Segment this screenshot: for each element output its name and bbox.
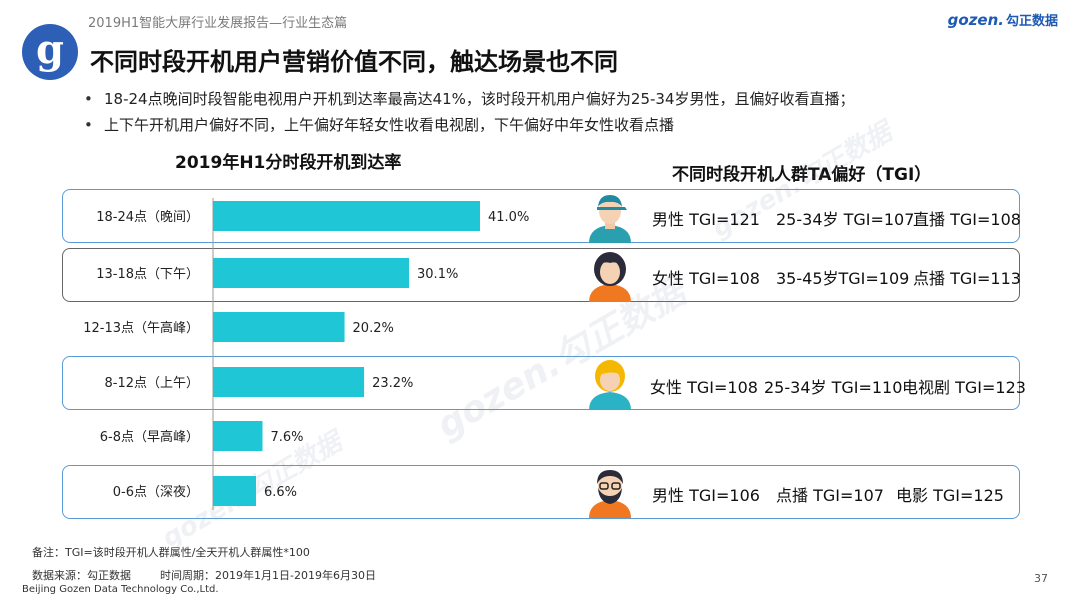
middle-aged-female-icon bbox=[589, 252, 631, 302]
bar bbox=[213, 421, 263, 451]
value-label: 6.6% bbox=[264, 485, 297, 500]
tga-title: 不同时段开机人群TA偏好（TGI） bbox=[672, 165, 932, 185]
bar bbox=[213, 476, 256, 506]
tgi-age: 25-34岁 TGI=107 bbox=[776, 210, 915, 229]
young-male-icon bbox=[589, 195, 631, 243]
row-frame-evening bbox=[62, 189, 1020, 243]
tgi-age: 35-45岁TGI=109 bbox=[776, 269, 910, 288]
page-number: 37 bbox=[1034, 572, 1048, 585]
bearded-male-icon bbox=[589, 470, 631, 518]
page-title: 不同时段开机用户营销价值不同，触达场景也不同 bbox=[90, 48, 618, 76]
category-label: 8-12点（上午） bbox=[104, 376, 199, 391]
tgi-content: 电影 TGI=125 bbox=[896, 486, 1004, 505]
bar bbox=[213, 258, 410, 288]
value-label: 20.2% bbox=[353, 321, 394, 336]
value-label: 30.1% bbox=[417, 267, 458, 282]
chart-title: 2019年H1分时段开机到达率 bbox=[175, 153, 402, 173]
category-label: 18-24点（晚间） bbox=[96, 210, 199, 225]
tgi-gender: 女性 TGI=108 bbox=[650, 378, 758, 397]
tgi-gender: 女性 TGI=108 bbox=[652, 269, 760, 288]
tgi-gender: 男性 TGI=106 bbox=[652, 486, 760, 505]
row-frame-afternoon bbox=[62, 248, 1020, 302]
bullet-item: 上下午开机用户偏好不同，上午偏好年轻女性收看电视剧，下午偏好中年女性收看点播 bbox=[80, 112, 855, 138]
header-bar: 2019H1智能大屏行业发展报告—行业生态篇 gozen. 勾正数据 bbox=[0, 0, 1080, 34]
brand-cn: 勾正数据 bbox=[1005, 14, 1058, 29]
tgi-content: 点播 TGI=107 bbox=[776, 486, 884, 505]
company-name: Beijing Gozen Data Technology Co.,Ltd. bbox=[22, 584, 219, 595]
bullet-item: 18-24点晚间时段智能电视用户开机到达率最高达41%，该时段开机用户偏好为25… bbox=[80, 86, 855, 112]
tgi-content: 电视剧 TGI=123 bbox=[902, 378, 1026, 397]
report-title: 2019H1智能大屏行业发展报告—行业生态篇 bbox=[88, 16, 348, 31]
category-label: 13-18点（下午） bbox=[96, 267, 199, 282]
bullet-list: 18-24点晚间时段智能电视用户开机到达率最高达41%，该时段开机用户偏好为25… bbox=[80, 86, 855, 138]
brand-logo: gozen. 勾正数据 bbox=[948, 10, 1058, 29]
g-logo-letter: g bbox=[36, 26, 64, 73]
tgi-content: 点播 TGI=113 bbox=[913, 269, 1021, 288]
footnote: 备注：TGI=该时段开机人群属性/全天开机人群属性*100 bbox=[32, 546, 310, 559]
tgi-age: 25-34岁 TGI=110 bbox=[764, 378, 903, 397]
bar bbox=[213, 201, 480, 231]
young-female-icon bbox=[589, 360, 631, 410]
time-period: 时间周期：2019年1月1日-2019年6月30日 bbox=[160, 569, 376, 582]
row-frame-night bbox=[62, 465, 1020, 519]
row-frame-morning bbox=[62, 356, 1020, 410]
bar bbox=[213, 367, 365, 397]
bar bbox=[213, 312, 345, 342]
value-label: 41.0% bbox=[488, 210, 529, 225]
category-label: 6-8点（早高峰） bbox=[100, 429, 199, 445]
tgi-content: 直播 TGI=108 bbox=[913, 210, 1021, 229]
value-label: 23.2% bbox=[372, 376, 413, 391]
brand-en: gozen. bbox=[947, 11, 1004, 29]
value-label: 7.6% bbox=[270, 430, 303, 445]
tgi-gender: 男性 TGI=121 bbox=[652, 210, 760, 229]
category-label: 12-13点（午高峰） bbox=[83, 320, 199, 336]
g-logo-icon: g bbox=[22, 24, 78, 80]
category-label: 0-6点（深夜） bbox=[113, 485, 199, 500]
data-source: 数据来源：勾正数据 bbox=[32, 569, 131, 582]
